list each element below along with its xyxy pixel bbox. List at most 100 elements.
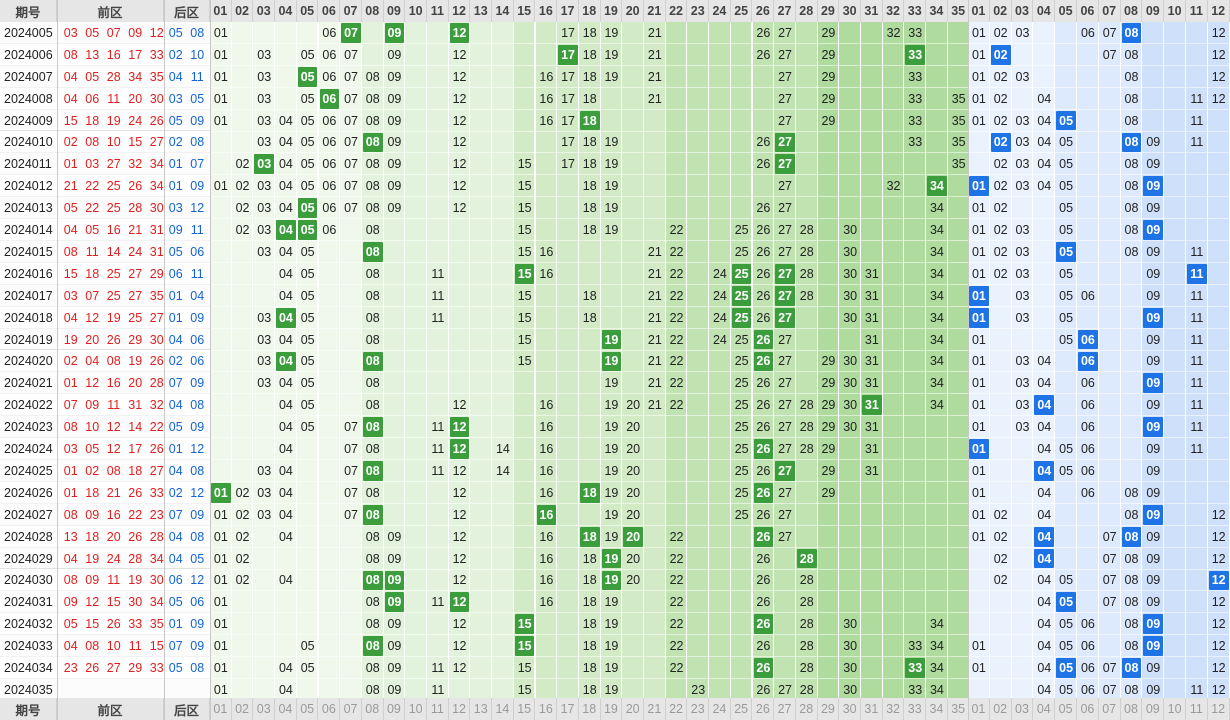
- back-draw-number: 07: [168, 639, 183, 654]
- row-divider: [0, 152, 1230, 154]
- back-draw-number: 12: [190, 442, 205, 457]
- row-divider: [0, 634, 1230, 636]
- footer-front-number: 32: [882, 698, 905, 720]
- front-trend-number: 19: [604, 529, 619, 544]
- header-back-number: 08: [1120, 0, 1143, 22]
- back-draw-number: 08: [190, 135, 205, 150]
- back-trend-number: 01: [971, 47, 986, 62]
- front-trend-number: 03: [257, 507, 272, 522]
- back-draw-number: 09: [190, 639, 205, 654]
- front-trend-number: 05: [300, 332, 315, 347]
- back-trend-number: 06: [1080, 376, 1095, 391]
- row-divider: [0, 371, 1230, 373]
- front-draw-number: 20: [85, 332, 100, 347]
- back-draw-number: 08: [190, 661, 205, 676]
- back-trend-number: 02: [993, 551, 1008, 566]
- front-trend-number: 21: [647, 25, 662, 40]
- back-trend-number: 03: [1015, 398, 1030, 413]
- period-id: 2024020: [4, 354, 53, 369]
- row-divider: [0, 612, 1230, 614]
- row-divider: [0, 240, 1230, 241]
- back-trend-number: 01: [971, 201, 986, 216]
- back-trend-number: 01: [971, 398, 986, 413]
- front-trend-number: 09: [387, 69, 402, 84]
- footer-back-number: 01: [968, 698, 990, 720]
- front-trend-number: 02: [235, 551, 250, 566]
- front-trend-number: 08: [365, 682, 380, 697]
- back-draw-number: 09: [190, 376, 205, 391]
- front-trend-number: 12: [452, 69, 467, 84]
- front-draw-number: 32: [128, 157, 143, 172]
- front-draw-number: 29: [128, 332, 143, 347]
- front-trend-number: 04: [278, 529, 293, 544]
- back-trend-number: 04: [1037, 682, 1052, 697]
- row-divider: [0, 86, 1230, 88]
- row-divider: [0, 130, 1230, 132]
- front-draw-number: 33: [149, 485, 164, 500]
- front-hit-ball: 05: [297, 198, 318, 219]
- front-trend-number: 29: [821, 113, 836, 128]
- front-trend-number: 15: [517, 201, 532, 216]
- front-draw-number: 03: [63, 288, 78, 303]
- front-trend-number: 20: [626, 398, 641, 413]
- front-hit-ball: 33: [905, 44, 926, 65]
- front-draw-number: 22: [149, 420, 164, 435]
- front-column-bg: [448, 22, 471, 701]
- front-column-bg: [210, 22, 232, 701]
- front-trend-number: 31: [864, 420, 879, 435]
- front-trend-number: 34: [929, 266, 944, 281]
- back-trend-number: 07: [1102, 25, 1117, 40]
- footer-front-number: 29: [817, 698, 840, 720]
- back-trend-number: 02: [993, 266, 1008, 281]
- front-trend-number: 18: [582, 595, 597, 610]
- front-trend-number: 01: [213, 113, 228, 128]
- front-trend-number: 34: [929, 244, 944, 259]
- front-draw-number: 15: [63, 113, 78, 128]
- front-hit-ball: 31: [862, 395, 882, 416]
- front-draw-number: 35: [149, 288, 164, 303]
- front-trend-number: 05: [300, 288, 315, 303]
- front-trend-number: 03: [257, 69, 272, 84]
- front-draw-number: 19: [106, 113, 121, 128]
- front-trend-number: 03: [257, 332, 272, 347]
- front-trend-number: 11: [431, 442, 445, 457]
- front-trend-number: 34: [929, 223, 944, 238]
- back-trend-number: 04: [1037, 157, 1052, 172]
- back-hit-ball: 02: [990, 44, 1011, 65]
- back-draw-number: 05: [168, 661, 183, 676]
- row-divider: [0, 108, 1230, 110]
- back-draw-number: 08: [190, 463, 205, 478]
- back-draw-number: 06: [168, 573, 183, 588]
- back-draw-number: 01: [168, 617, 183, 632]
- back-trend-number: 02: [993, 244, 1008, 259]
- front-draw-number: 02: [85, 463, 100, 478]
- front-trend-number: 06: [322, 157, 337, 172]
- front-trend-number: 27: [778, 420, 792, 435]
- back-trend-number: 01: [971, 244, 986, 259]
- back-trend-number: 03: [1015, 135, 1030, 150]
- back-trend-number: 12: [1211, 617, 1226, 632]
- front-trend-number: 35: [951, 157, 966, 172]
- back-trend-number: 09: [1146, 288, 1161, 303]
- front-trend-number: 15: [517, 682, 532, 697]
- front-trend-number: 12: [452, 507, 467, 522]
- front-trend-number: 23: [691, 682, 706, 697]
- front-trend-number: 27: [778, 223, 792, 238]
- front-hit-ball: 15: [514, 614, 535, 635]
- header-front-number: 30: [839, 0, 861, 22]
- front-trend-number: 03: [257, 463, 272, 478]
- back-draw-number: 10: [190, 47, 205, 62]
- front-trend-number: 03: [257, 113, 272, 128]
- back-trend-number: 08: [1124, 244, 1139, 259]
- period-id: 2024030: [4, 573, 53, 588]
- back-trend-number: 08: [1124, 69, 1139, 84]
- back-trend-number: 04: [1037, 113, 1052, 128]
- footer-front-label: 前区: [57, 698, 164, 720]
- front-draw-number: 26: [106, 617, 121, 632]
- front-trend-number: 21: [647, 69, 662, 84]
- front-trend-number: 25: [734, 223, 749, 238]
- header-front-number: 05: [296, 0, 319, 22]
- front-trend-number: 03: [257, 179, 272, 194]
- front-trend-number: 16: [539, 463, 554, 478]
- front-trend-number: 19: [604, 69, 619, 84]
